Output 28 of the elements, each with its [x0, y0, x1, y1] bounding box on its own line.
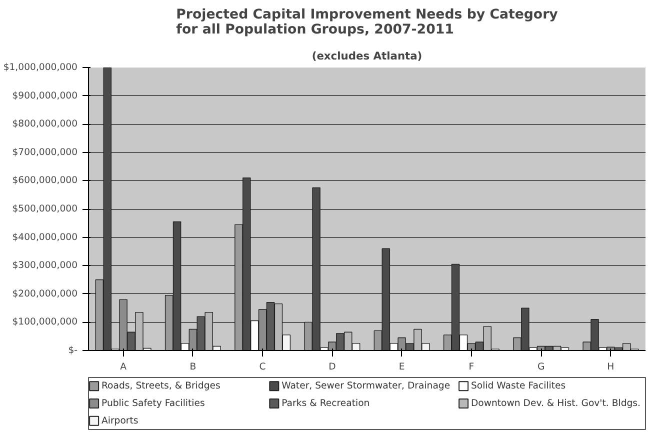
legend-label: Airports	[101, 415, 138, 426]
x-tick-label: D	[328, 362, 336, 372]
x-tick-label: E	[398, 362, 405, 372]
legend-label: Parks & Recreation	[282, 398, 370, 409]
y-tick-label: $1,000,000,000	[3, 62, 78, 73]
y-tick-label: $600,000,000	[12, 175, 78, 186]
x-tick-label: H	[607, 362, 614, 372]
x-tick-label: A	[120, 362, 128, 372]
y-tick-label: $500,000,000	[12, 204, 78, 214]
legend-label: Roads, Streets, & Bridges	[101, 380, 220, 392]
x-tick-label: C	[259, 362, 266, 372]
y-tick-label: $-	[68, 345, 78, 356]
chart-title: Projected Capital Improvement Needs by Category for all Population Groups, 2007-2011	[176, 8, 558, 38]
legend-label: Solid Waste Facilites	[470, 380, 566, 392]
chart-subtitle: (excludes Atlanta)	[312, 50, 422, 62]
x-tick-label: F	[468, 362, 474, 372]
legend-label: Downtown Dev. & Hist. Gov't. Bldgs.	[470, 398, 640, 409]
y-tick-label: $800,000,000	[12, 118, 78, 130]
x-tick-label: G	[537, 362, 545, 372]
legend-label: Public Safety Facilities	[101, 398, 205, 409]
y-tick-label: $200,000,000	[12, 288, 78, 300]
x-tick-label: B	[190, 362, 196, 372]
y-tick-label: $100,000,000	[12, 316, 78, 328]
y-tick-label: $400,000,000	[12, 232, 78, 243]
y-tick-label: $700,000,000	[12, 146, 78, 158]
legend-label: Water, Sewer Stormwater, Drainage	[282, 380, 450, 392]
y-tick-label: $300,000,000	[12, 260, 78, 272]
y-tick-label: $900,000,000	[12, 90, 78, 102]
